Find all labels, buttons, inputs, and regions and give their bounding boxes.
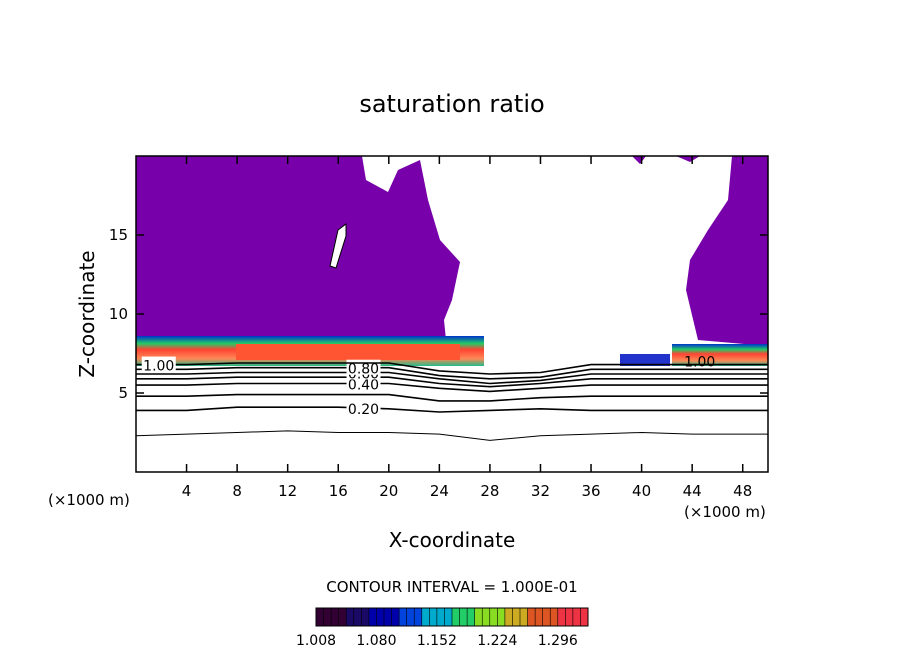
contour-line (136, 362, 768, 375)
colorbar-cell (512, 608, 521, 626)
x-tick-label: 24 (430, 482, 449, 500)
colorbar-cell (384, 608, 393, 626)
colorbar-cell (391, 608, 400, 626)
colorbar-cell (565, 608, 574, 626)
x-tick-label: 12 (278, 482, 297, 500)
x-tick-label: 28 (480, 482, 499, 500)
contour-label: 0.40 (348, 378, 379, 394)
colorbar-cell (489, 608, 498, 626)
supersaturated-region-top-mid (632, 156, 646, 164)
contour-interval-text: CONTOUR INTERVAL = 1.000E-01 (326, 578, 577, 596)
chart-title: saturation ratio (359, 90, 544, 118)
contour-label: 0.80 (348, 362, 379, 378)
y-tick-label: 10 (109, 305, 128, 323)
colorbar-cell (580, 608, 589, 626)
colorbar-cell (316, 608, 325, 626)
x-ticks: 4 8 12 16 20 24 28 32 36 40 44 48 (182, 156, 752, 500)
colorbar-cell (474, 608, 483, 626)
contour-line (136, 382, 768, 393)
colorbar-cell (527, 608, 536, 626)
plot-area: 0.200.400.600.801.001.00 (136, 156, 768, 441)
colorbar-cell (557, 608, 566, 626)
colorbar-cell (572, 608, 581, 626)
colorbar-cell (376, 608, 385, 626)
colorbar-cell (497, 608, 506, 626)
colorbar-tick-label: 1.296 (538, 633, 578, 649)
x-unit-left: (×1000 m) (48, 491, 130, 509)
colorbar-cell (406, 608, 415, 626)
y-axis-label: Z-coordinate (75, 250, 99, 377)
colorbar-cell (368, 608, 377, 626)
colorbar-tick-label: 1.152 (417, 633, 457, 649)
colorbar (315, 607, 589, 627)
x-tick-label: 8 (232, 482, 242, 500)
y-tick-label: 15 (109, 226, 128, 244)
contour-label-bg (346, 400, 381, 416)
contour-label: 0.20 (348, 402, 379, 418)
colorbar-cell (361, 608, 370, 626)
contour-label-right: 1.00 (684, 354, 715, 370)
colorbar-cell (504, 608, 513, 626)
colorbar-cell (542, 608, 551, 626)
x-tick-label: 16 (329, 482, 348, 500)
colorbar-cell (550, 608, 559, 626)
colorbar-cell (520, 608, 529, 626)
colorbar-cell (414, 608, 423, 626)
colorbar-cell (399, 608, 408, 626)
colorbar-tick-label: 1.008 (296, 633, 336, 649)
colorbar-cell (331, 608, 340, 626)
colorbar-cell (338, 608, 347, 626)
subsaturated-island (329, 223, 347, 269)
x-tick-label: 44 (683, 482, 702, 500)
x-tick-label: 4 (182, 482, 192, 500)
colorbar-cell (346, 608, 355, 626)
cloud-band-right-patch (620, 354, 670, 366)
supersaturated-region-right (676, 156, 768, 346)
contour-line (136, 393, 768, 402)
colorbar-cell (436, 608, 445, 626)
x-tick-label: 36 (581, 482, 600, 500)
colorbar-cell (482, 608, 491, 626)
x-tick-label: 20 (379, 482, 398, 500)
colorbar-cell (429, 608, 438, 626)
contour-line (136, 406, 768, 413)
contour-line (136, 366, 768, 380)
colorbar-labels: 1.008 1.080 1.152 1.224 1.296 (296, 633, 578, 649)
y-ticks: 5 10 15 (109, 226, 768, 402)
x-tick-label: 40 (632, 482, 651, 500)
colorbar-tick-label: 1.080 (356, 633, 396, 649)
colorbar-cell (444, 608, 453, 626)
x-tick-label: 32 (531, 482, 550, 500)
supersaturated-region-left (136, 156, 476, 352)
cloud-band-right (672, 344, 768, 366)
colorbar-cell (452, 608, 461, 626)
cloud-band-left-core (236, 344, 460, 360)
colorbar-cell (353, 608, 362, 626)
x-unit-right: (×1000 m) (684, 503, 766, 521)
contour-label-bg (141, 356, 176, 372)
contour-line-thin (136, 430, 768, 441)
contour-lines: 0.200.400.600.801.001.00 (136, 354, 768, 441)
contour-label: 1.00 (143, 359, 174, 375)
contour-line (136, 376, 768, 388)
colorbar-tick-label: 1.224 (477, 633, 517, 649)
colorbar-cell (421, 608, 430, 626)
colorbar-cell (323, 608, 332, 626)
colorbar-cell (535, 608, 544, 626)
y-tick-label: 5 (118, 384, 128, 402)
x-tick-label: 48 (733, 482, 752, 500)
colorbar-cell (459, 608, 468, 626)
contour-line (136, 371, 768, 385)
colorbar-frame (315, 607, 589, 627)
colorbar-cell (467, 608, 476, 626)
x-axis-label: X-coordinate (389, 528, 516, 552)
